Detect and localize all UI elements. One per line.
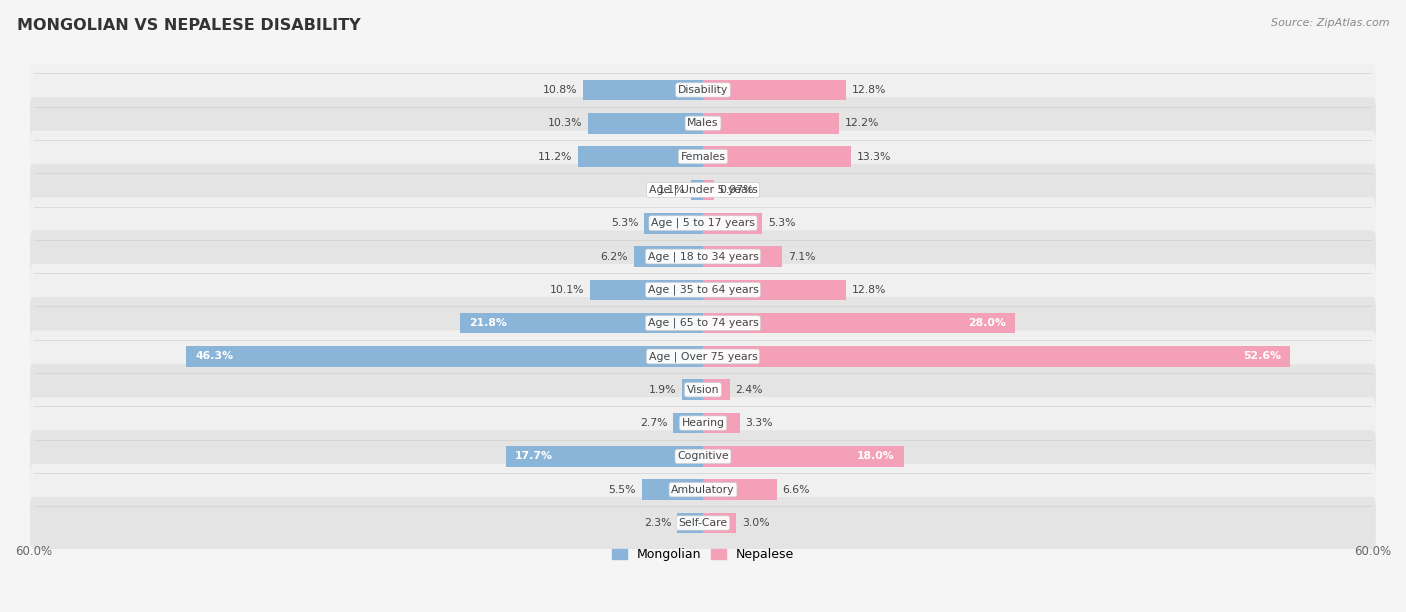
FancyBboxPatch shape bbox=[30, 130, 1376, 182]
Text: Self-Care: Self-Care bbox=[679, 518, 727, 528]
Text: 28.0%: 28.0% bbox=[969, 318, 1007, 328]
FancyBboxPatch shape bbox=[30, 464, 1376, 516]
Text: 13.3%: 13.3% bbox=[858, 152, 891, 162]
Text: 12.2%: 12.2% bbox=[845, 118, 879, 129]
Text: 1.9%: 1.9% bbox=[648, 385, 676, 395]
FancyBboxPatch shape bbox=[30, 330, 1376, 382]
Text: 17.7%: 17.7% bbox=[515, 452, 553, 461]
Text: 18.0%: 18.0% bbox=[858, 452, 894, 461]
Text: Age | 18 to 34 years: Age | 18 to 34 years bbox=[648, 252, 758, 262]
Text: 0.97%: 0.97% bbox=[720, 185, 754, 195]
Bar bbox=[682, 379, 703, 400]
Bar bbox=[582, 80, 703, 100]
Text: 1.1%: 1.1% bbox=[658, 185, 685, 195]
FancyBboxPatch shape bbox=[30, 197, 1376, 249]
Bar bbox=[703, 113, 839, 133]
Text: 52.6%: 52.6% bbox=[1243, 351, 1281, 362]
Text: Source: ZipAtlas.com: Source: ZipAtlas.com bbox=[1271, 18, 1389, 28]
FancyBboxPatch shape bbox=[30, 97, 1376, 149]
FancyBboxPatch shape bbox=[30, 497, 1376, 549]
Bar bbox=[644, 213, 703, 234]
Bar bbox=[703, 479, 776, 500]
Bar bbox=[703, 379, 730, 400]
Text: Age | 35 to 64 years: Age | 35 to 64 years bbox=[648, 285, 758, 295]
Text: 46.3%: 46.3% bbox=[195, 351, 233, 362]
Bar bbox=[703, 246, 782, 267]
Bar bbox=[641, 479, 703, 500]
Legend: Mongolian, Nepalese: Mongolian, Nepalese bbox=[606, 543, 800, 566]
Bar bbox=[703, 179, 714, 200]
Bar bbox=[703, 412, 740, 433]
Text: 10.8%: 10.8% bbox=[543, 85, 576, 95]
FancyBboxPatch shape bbox=[30, 64, 1376, 116]
Bar bbox=[673, 412, 703, 433]
Bar bbox=[703, 313, 1015, 334]
Text: Cognitive: Cognitive bbox=[678, 452, 728, 461]
Bar bbox=[690, 179, 703, 200]
Bar bbox=[703, 346, 1289, 367]
Bar bbox=[678, 513, 703, 533]
Bar bbox=[506, 446, 703, 467]
Bar bbox=[703, 446, 904, 467]
Bar bbox=[703, 213, 762, 234]
FancyBboxPatch shape bbox=[30, 364, 1376, 416]
Text: 10.3%: 10.3% bbox=[548, 118, 582, 129]
Text: Ambulatory: Ambulatory bbox=[671, 485, 735, 494]
Bar bbox=[578, 146, 703, 167]
Text: 3.3%: 3.3% bbox=[745, 418, 773, 428]
Bar bbox=[703, 280, 846, 300]
Text: 12.8%: 12.8% bbox=[852, 285, 886, 295]
Bar bbox=[703, 80, 846, 100]
Text: 5.3%: 5.3% bbox=[768, 218, 796, 228]
Bar bbox=[460, 313, 703, 334]
Text: Age | Over 75 years: Age | Over 75 years bbox=[648, 351, 758, 362]
FancyBboxPatch shape bbox=[30, 264, 1376, 316]
FancyBboxPatch shape bbox=[30, 297, 1376, 349]
Text: Females: Females bbox=[681, 152, 725, 162]
Bar bbox=[187, 346, 703, 367]
Text: 2.4%: 2.4% bbox=[735, 385, 763, 395]
Text: 2.3%: 2.3% bbox=[644, 518, 672, 528]
Text: 5.5%: 5.5% bbox=[609, 485, 636, 494]
FancyBboxPatch shape bbox=[30, 164, 1376, 216]
Text: 12.8%: 12.8% bbox=[852, 85, 886, 95]
Text: 11.2%: 11.2% bbox=[538, 152, 572, 162]
Text: Disability: Disability bbox=[678, 85, 728, 95]
Text: 7.1%: 7.1% bbox=[787, 252, 815, 261]
Bar bbox=[634, 246, 703, 267]
Bar bbox=[591, 280, 703, 300]
Text: Vision: Vision bbox=[686, 385, 720, 395]
Text: 6.2%: 6.2% bbox=[600, 252, 628, 261]
FancyBboxPatch shape bbox=[30, 231, 1376, 283]
Text: 5.3%: 5.3% bbox=[610, 218, 638, 228]
Bar bbox=[703, 146, 852, 167]
Text: 3.0%: 3.0% bbox=[742, 518, 769, 528]
Text: Hearing: Hearing bbox=[682, 418, 724, 428]
Text: Age | Under 5 years: Age | Under 5 years bbox=[648, 185, 758, 195]
Text: Males: Males bbox=[688, 118, 718, 129]
Text: 21.8%: 21.8% bbox=[468, 318, 506, 328]
Text: Age | 65 to 74 years: Age | 65 to 74 years bbox=[648, 318, 758, 329]
Text: 6.6%: 6.6% bbox=[782, 485, 810, 494]
FancyBboxPatch shape bbox=[30, 397, 1376, 449]
Text: 10.1%: 10.1% bbox=[550, 285, 585, 295]
Text: Age | 5 to 17 years: Age | 5 to 17 years bbox=[651, 218, 755, 228]
Bar bbox=[703, 513, 737, 533]
FancyBboxPatch shape bbox=[30, 430, 1376, 482]
Bar bbox=[588, 113, 703, 133]
Text: 2.7%: 2.7% bbox=[640, 418, 668, 428]
Text: MONGOLIAN VS NEPALESE DISABILITY: MONGOLIAN VS NEPALESE DISABILITY bbox=[17, 18, 360, 34]
